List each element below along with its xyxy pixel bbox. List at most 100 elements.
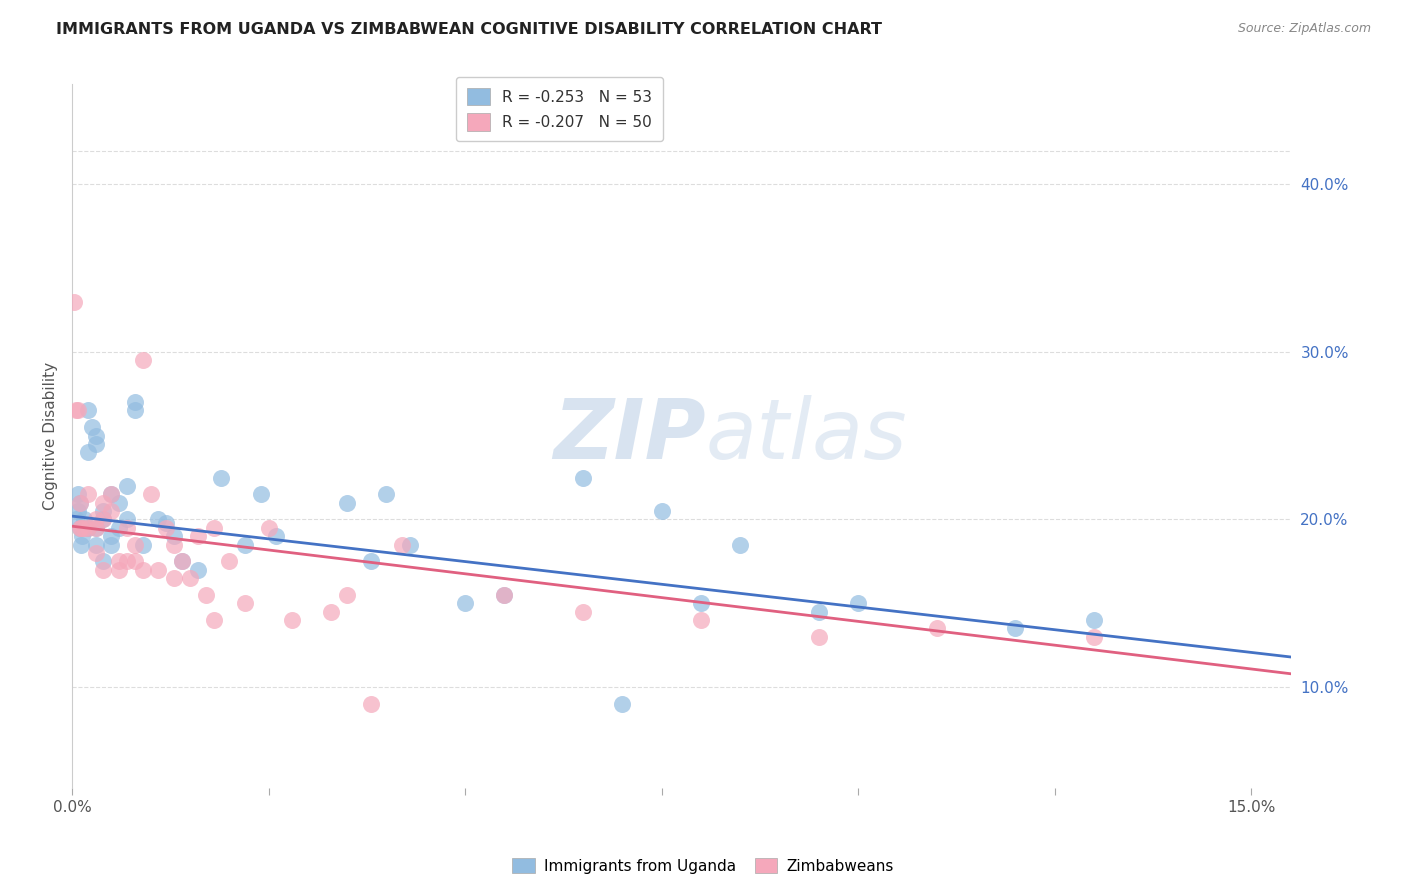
Point bbox=[76, 487, 98, 501]
Point bbox=[65, 403, 87, 417]
Point bbox=[391, 538, 413, 552]
Point bbox=[124, 395, 146, 409]
Point bbox=[690, 596, 713, 610]
Point bbox=[115, 512, 138, 526]
Point bbox=[807, 605, 830, 619]
Point bbox=[115, 521, 138, 535]
Point bbox=[132, 353, 155, 368]
Point bbox=[100, 504, 122, 518]
Text: ZIP: ZIP bbox=[553, 395, 706, 476]
Point bbox=[76, 521, 98, 535]
Point bbox=[163, 571, 186, 585]
Point bbox=[266, 529, 288, 543]
Point bbox=[148, 563, 170, 577]
Point bbox=[100, 529, 122, 543]
Point bbox=[66, 487, 89, 501]
Point bbox=[76, 403, 98, 417]
Point bbox=[218, 554, 240, 568]
Point bbox=[163, 538, 186, 552]
Point bbox=[63, 294, 86, 309]
Point bbox=[93, 496, 115, 510]
Point bbox=[70, 521, 93, 535]
Point bbox=[69, 496, 91, 510]
Point bbox=[132, 563, 155, 577]
Point bbox=[124, 538, 146, 552]
Point bbox=[257, 521, 280, 535]
Point bbox=[70, 538, 93, 552]
Point bbox=[612, 697, 634, 711]
Point bbox=[187, 529, 209, 543]
Point bbox=[572, 470, 595, 484]
Point bbox=[69, 496, 91, 510]
Point bbox=[202, 613, 225, 627]
Text: Source: ZipAtlas.com: Source: ZipAtlas.com bbox=[1237, 22, 1371, 36]
Point bbox=[249, 487, 271, 501]
Point bbox=[124, 554, 146, 568]
Point bbox=[76, 521, 98, 535]
Point bbox=[100, 487, 122, 501]
Point bbox=[572, 605, 595, 619]
Point bbox=[115, 554, 138, 568]
Point bbox=[100, 487, 122, 501]
Point bbox=[67, 504, 90, 518]
Point bbox=[108, 496, 131, 510]
Point bbox=[93, 512, 115, 526]
Point bbox=[730, 538, 752, 552]
Point bbox=[84, 521, 107, 535]
Point bbox=[84, 546, 107, 560]
Point bbox=[69, 521, 91, 535]
Point bbox=[148, 512, 170, 526]
Point bbox=[925, 622, 948, 636]
Point bbox=[76, 445, 98, 459]
Point bbox=[321, 605, 343, 619]
Point bbox=[170, 554, 193, 568]
Point bbox=[336, 588, 359, 602]
Point bbox=[281, 613, 304, 627]
Point bbox=[80, 420, 103, 434]
Point bbox=[132, 538, 155, 552]
Legend: Immigrants from Uganda, Zimbabweans: Immigrants from Uganda, Zimbabweans bbox=[506, 852, 900, 880]
Point bbox=[163, 529, 186, 543]
Point bbox=[187, 563, 209, 577]
Point bbox=[494, 588, 516, 602]
Point bbox=[194, 588, 217, 602]
Point bbox=[209, 470, 232, 484]
Text: atlas: atlas bbox=[706, 395, 907, 476]
Point bbox=[155, 521, 177, 535]
Point bbox=[93, 504, 115, 518]
Point bbox=[494, 588, 516, 602]
Point bbox=[360, 554, 382, 568]
Point bbox=[155, 516, 177, 530]
Point bbox=[170, 554, 193, 568]
Point bbox=[108, 521, 131, 535]
Point bbox=[84, 521, 107, 535]
Point bbox=[93, 554, 115, 568]
Point bbox=[846, 596, 869, 610]
Point bbox=[84, 512, 107, 526]
Point bbox=[360, 697, 382, 711]
Point bbox=[65, 512, 87, 526]
Legend: R = -0.253   N = 53, R = -0.207   N = 50: R = -0.253 N = 53, R = -0.207 N = 50 bbox=[456, 77, 662, 142]
Text: IMMIGRANTS FROM UGANDA VS ZIMBABWEAN COGNITIVE DISABILITY CORRELATION CHART: IMMIGRANTS FROM UGANDA VS ZIMBABWEAN COG… bbox=[56, 22, 882, 37]
Y-axis label: Cognitive Disability: Cognitive Disability bbox=[44, 361, 58, 509]
Point bbox=[651, 504, 673, 518]
Point bbox=[66, 403, 89, 417]
Point bbox=[336, 496, 359, 510]
Point bbox=[108, 554, 131, 568]
Point bbox=[100, 538, 122, 552]
Point bbox=[84, 538, 107, 552]
Point bbox=[1083, 630, 1105, 644]
Point bbox=[399, 538, 422, 552]
Point bbox=[1083, 613, 1105, 627]
Point bbox=[124, 403, 146, 417]
Point bbox=[179, 571, 201, 585]
Point bbox=[139, 487, 162, 501]
Point bbox=[375, 487, 398, 501]
Point bbox=[84, 437, 107, 451]
Point bbox=[233, 538, 256, 552]
Point bbox=[202, 521, 225, 535]
Point bbox=[93, 512, 115, 526]
Point bbox=[1004, 622, 1026, 636]
Point bbox=[73, 512, 96, 526]
Point bbox=[108, 563, 131, 577]
